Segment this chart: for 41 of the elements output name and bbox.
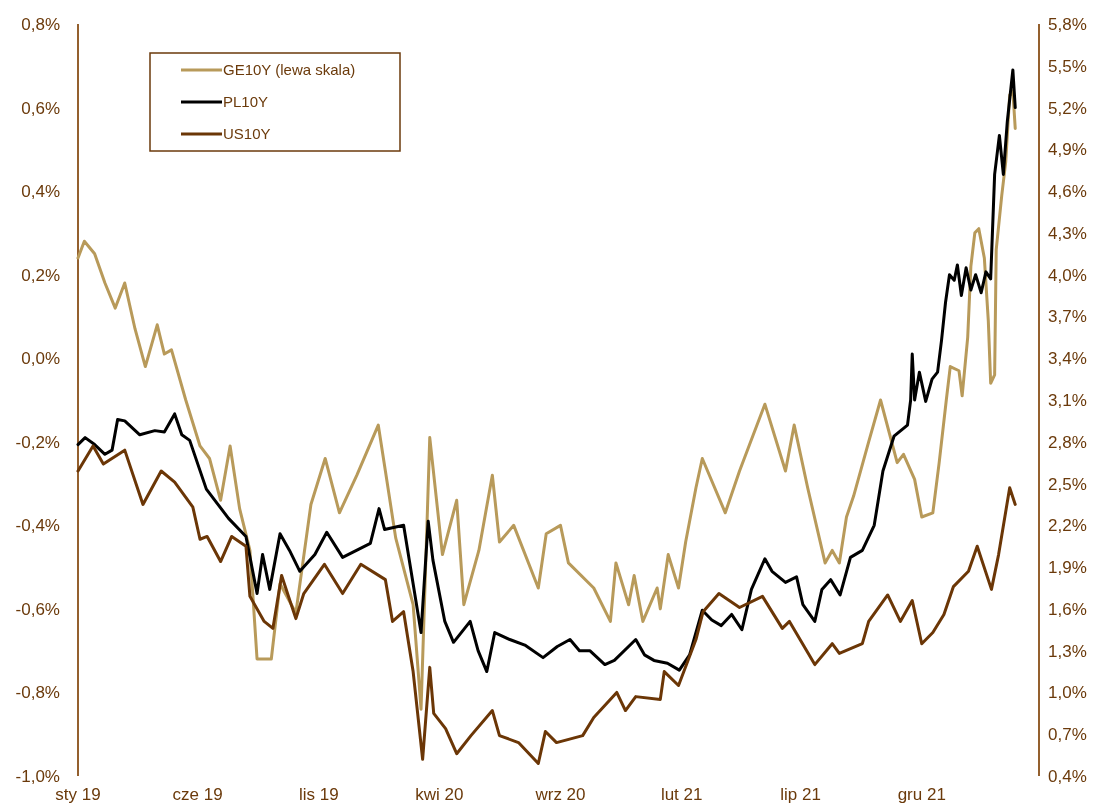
y-tick-label: -0,6% bbox=[15, 599, 60, 619]
y2-tick-label: 3,4% bbox=[1048, 349, 1087, 369]
y-tick-label: -0,4% bbox=[15, 516, 60, 536]
y2-tick-label: 1,9% bbox=[1048, 558, 1087, 578]
x-tick-label: gru 21 bbox=[897, 785, 946, 804]
y2-tick-label: 1,6% bbox=[1048, 599, 1087, 619]
y2-tick-label: 2,5% bbox=[1048, 474, 1087, 494]
y2-tick-label: 2,2% bbox=[1048, 516, 1087, 536]
x-tick-label: lut 21 bbox=[660, 785, 703, 804]
y2-tick-label: 5,8% bbox=[1048, 14, 1087, 34]
legend-label: US10Y bbox=[223, 125, 271, 143]
y2-tick-label: 5,5% bbox=[1048, 56, 1087, 76]
y-tick-label: 0,6% bbox=[21, 98, 60, 118]
y-tick-label: -1,0% bbox=[15, 766, 60, 786]
y-tick-label: 0,8% bbox=[21, 14, 60, 34]
y2-tick-label: 0,7% bbox=[1048, 725, 1087, 745]
y-tick-label: -0,8% bbox=[15, 683, 60, 703]
y2-tick-label: 3,7% bbox=[1048, 307, 1087, 327]
y2-tick-label: 4,9% bbox=[1048, 140, 1087, 160]
y2-tick-label: 4,0% bbox=[1048, 265, 1087, 285]
y2-tick-label: 5,2% bbox=[1048, 98, 1087, 118]
y2-tick-label: 2,8% bbox=[1048, 432, 1087, 452]
legend-label: GE10Y (lewa skala) bbox=[223, 61, 356, 79]
y-tick-label: 0,0% bbox=[21, 349, 60, 369]
line-series bbox=[76, 444, 1017, 765]
y2-tick-label: 0,4% bbox=[1048, 766, 1087, 786]
x-tick-label: sty 19 bbox=[55, 785, 101, 804]
x-tick-label: lis 19 bbox=[299, 785, 339, 804]
x-tick-label: wrz 20 bbox=[534, 785, 586, 804]
y2-tick-label: 1,0% bbox=[1048, 683, 1087, 703]
y-tick-label: -0,2% bbox=[15, 432, 60, 452]
x-tick-label: kwi 20 bbox=[415, 785, 464, 804]
y2-tick-label: 3,1% bbox=[1048, 390, 1087, 410]
y2-tick-label: 4,3% bbox=[1048, 223, 1087, 243]
y-tick-label: 0,4% bbox=[21, 182, 60, 202]
x-tick-label: lip 21 bbox=[780, 785, 821, 804]
y2-tick-label: 1,3% bbox=[1048, 641, 1087, 661]
x-tick-label: cze 19 bbox=[172, 785, 223, 804]
legend-label: PL10Y bbox=[223, 93, 269, 111]
y-tick-label: 0,2% bbox=[21, 265, 60, 285]
y2-tick-label: 4,6% bbox=[1048, 182, 1087, 202]
